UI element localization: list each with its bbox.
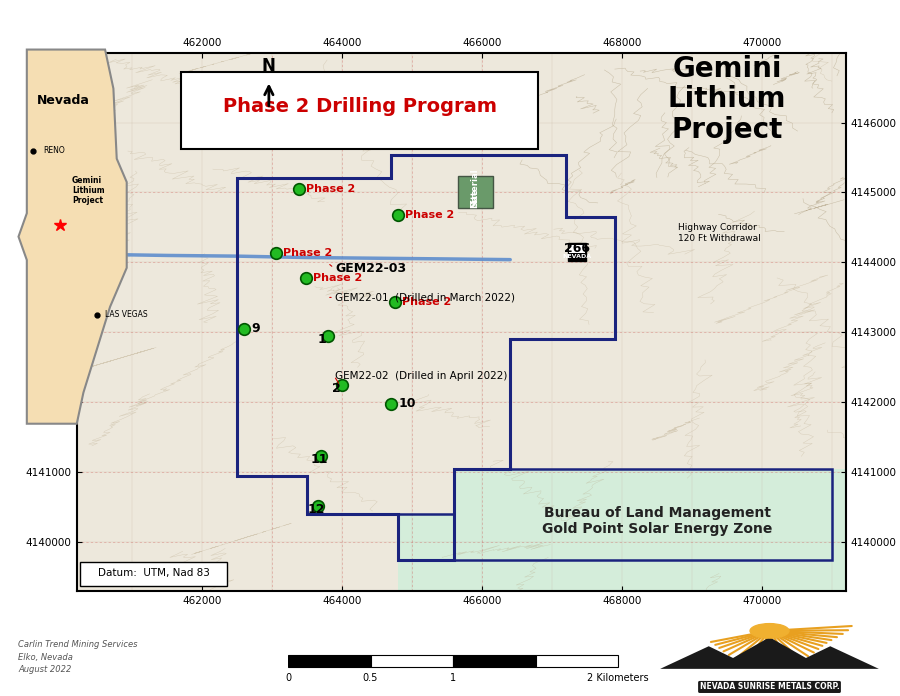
Text: Material: Material bbox=[471, 168, 480, 207]
Text: 2 Kilometers: 2 Kilometers bbox=[587, 673, 649, 683]
Text: NEVADA SUNRISE METALS CORP.: NEVADA SUNRISE METALS CORP. bbox=[699, 683, 840, 691]
Bar bbox=[182, 72, 538, 149]
Point bbox=[321, 331, 336, 342]
Point bbox=[388, 296, 402, 308]
Text: Bureau of Land Management
Gold Point Solar Energy Zone: Bureau of Land Management Gold Point Sol… bbox=[542, 506, 772, 537]
Text: Site: Site bbox=[471, 189, 480, 207]
Text: 266: 266 bbox=[563, 242, 590, 255]
Text: 12: 12 bbox=[307, 503, 325, 516]
Text: 1: 1 bbox=[318, 333, 327, 346]
Text: GEM22-01  (Drilled in March 2022): GEM22-01 (Drilled in March 2022) bbox=[336, 292, 516, 303]
Text: Phase 2: Phase 2 bbox=[401, 297, 451, 308]
Point bbox=[238, 324, 252, 335]
Text: GEM22-03: GEM22-03 bbox=[336, 262, 407, 274]
Text: LAS VEGAS: LAS VEGAS bbox=[105, 310, 148, 319]
FancyBboxPatch shape bbox=[79, 562, 228, 586]
Text: Carlin Trend Mining Services
Elko, Nevada
August 2022: Carlin Trend Mining Services Elko, Nevad… bbox=[18, 640, 138, 674]
Polygon shape bbox=[399, 469, 846, 591]
Text: 10: 10 bbox=[399, 397, 416, 410]
Text: Gemini
Lithium
Project: Gemini Lithium Project bbox=[668, 55, 787, 143]
Text: 0.5: 0.5 bbox=[363, 673, 378, 683]
Text: RENO: RENO bbox=[43, 146, 65, 155]
Point bbox=[384, 398, 399, 409]
Text: 11: 11 bbox=[310, 453, 328, 466]
Bar bbox=[288, 655, 371, 667]
Point bbox=[392, 209, 406, 221]
Point bbox=[335, 379, 349, 390]
Text: 9: 9 bbox=[251, 322, 260, 335]
Text: 2: 2 bbox=[332, 382, 340, 395]
Bar bbox=[569, 244, 585, 253]
Text: GEM22-02  (Drilled in April 2022): GEM22-02 (Drilled in April 2022) bbox=[336, 371, 508, 381]
Text: Phase 2: Phase 2 bbox=[313, 273, 362, 283]
Text: 0: 0 bbox=[285, 673, 291, 683]
Text: 1: 1 bbox=[450, 673, 456, 683]
Text: Gemini
Lithium
Project: Gemini Lithium Project bbox=[72, 175, 104, 205]
Text: Phase 2: Phase 2 bbox=[306, 184, 356, 194]
Point bbox=[314, 450, 328, 461]
Text: Highway Corridor
120 Ft Withdrawal: Highway Corridor 120 Ft Withdrawal bbox=[678, 223, 760, 243]
Point bbox=[299, 272, 313, 283]
Polygon shape bbox=[19, 49, 127, 424]
Polygon shape bbox=[660, 638, 878, 669]
Point bbox=[269, 248, 284, 259]
Bar bbox=[458, 176, 492, 208]
Text: Datum:  UTM, Nad 83: Datum: UTM, Nad 83 bbox=[97, 568, 210, 578]
Text: Phase 2: Phase 2 bbox=[283, 248, 332, 258]
Bar bbox=[536, 655, 618, 667]
Bar bbox=[453, 655, 536, 667]
Point bbox=[292, 184, 306, 195]
Text: Nevada: Nevada bbox=[37, 94, 90, 106]
Bar bbox=[568, 243, 586, 261]
Bar bbox=[371, 655, 453, 667]
Text: N: N bbox=[262, 57, 275, 75]
Text: NEVADA: NEVADA bbox=[562, 254, 591, 259]
Point bbox=[310, 500, 325, 512]
Text: Phase 2 Drilling Program: Phase 2 Drilling Program bbox=[223, 97, 497, 116]
Text: Phase 2: Phase 2 bbox=[405, 210, 454, 220]
Circle shape bbox=[750, 624, 789, 638]
